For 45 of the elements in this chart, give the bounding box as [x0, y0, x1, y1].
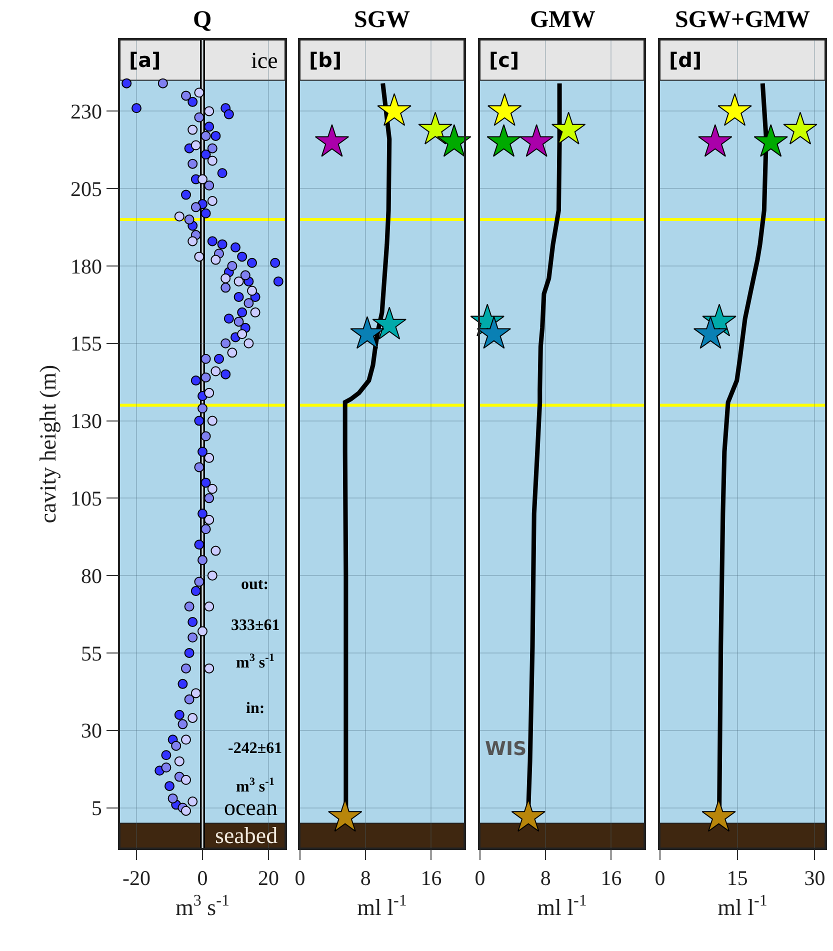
annotation: m$^{3}$ s$^{-1}$: [236, 776, 275, 796]
x-tick-label: -20: [122, 866, 150, 890]
y-tick-label: 5: [92, 796, 102, 820]
chart-title: GMW: [530, 7, 596, 33]
y-tick-label: 230: [70, 100, 102, 124]
y-tick-label: 55: [81, 641, 102, 666]
y-tick-label: 205: [70, 176, 102, 201]
x-tick-label: 0: [197, 866, 208, 890]
annotation: 333±61: [231, 617, 280, 634]
x-axis-title: ml l$^{-1}$: [718, 892, 768, 920]
annotation: [b]: [309, 48, 342, 72]
x-tick-label: 0: [654, 866, 666, 890]
y-tick-label: 180: [70, 254, 102, 278]
annotation: [a]: [129, 48, 161, 72]
annotation: ocean: [224, 795, 278, 820]
x-tick-label: 8: [540, 866, 551, 890]
x-axis-title: ml l$^{-1}$: [537, 892, 587, 920]
x-tick-label: 0: [474, 866, 486, 890]
annotation: -242±61: [228, 740, 282, 757]
chart-title: Q: [193, 7, 212, 33]
x-tick-label: 20: [258, 866, 279, 890]
x-tick-label: 16: [600, 866, 622, 890]
x-tick-label: 30: [804, 866, 826, 890]
band-label: ice: [251, 48, 278, 73]
x-tick-label: 8: [360, 866, 371, 890]
y-tick-label: 155: [70, 332, 102, 356]
x-tick-label: 15: [726, 866, 748, 890]
annotation: m$^{3}$ s$^{-1}$: [236, 652, 275, 672]
x-tick-label: 0: [294, 866, 306, 890]
annotation: [d]: [669, 48, 702, 72]
y-axis-title: cavity height (m): [36, 364, 60, 524]
x-axis-title: m$^{3}$ s$^{-1}$: [175, 892, 230, 920]
y-tick-label: 80: [81, 564, 102, 588]
x-tick-label: 16: [420, 866, 442, 890]
annotation: [c]: [489, 48, 520, 72]
chart-title: SGW+GMW: [675, 7, 810, 33]
y-tick-label: 105: [70, 486, 102, 511]
annotation: WIS: [485, 738, 527, 760]
band-label: seabed: [215, 823, 278, 848]
y-tick-label: 130: [70, 409, 102, 434]
annotation: out:: [241, 576, 269, 593]
x-axis-title: ml l$^{-1}$: [357, 892, 407, 920]
y-tick-label: 30: [81, 718, 102, 743]
chart-title: SGW: [354, 7, 410, 33]
annotation: in:: [246, 700, 265, 717]
